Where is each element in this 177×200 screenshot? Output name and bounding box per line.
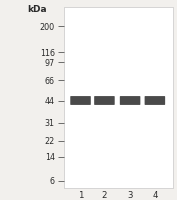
- FancyBboxPatch shape: [145, 97, 165, 105]
- Text: 22: 22: [45, 137, 55, 145]
- Text: 4: 4: [152, 190, 158, 199]
- Text: 66: 66: [45, 77, 55, 85]
- Text: 44: 44: [45, 97, 55, 105]
- FancyBboxPatch shape: [94, 97, 115, 105]
- Bar: [64, 8, 173, 188]
- Text: 200: 200: [40, 23, 55, 31]
- Text: 31: 31: [45, 119, 55, 127]
- Text: 116: 116: [40, 49, 55, 57]
- FancyBboxPatch shape: [70, 97, 91, 105]
- FancyBboxPatch shape: [120, 97, 140, 105]
- Text: 3: 3: [127, 190, 133, 199]
- Text: 2: 2: [102, 190, 107, 199]
- Text: 1: 1: [78, 190, 83, 199]
- Text: 6: 6: [50, 177, 55, 185]
- Text: 97: 97: [45, 59, 55, 67]
- Text: 14: 14: [45, 153, 55, 161]
- Text: kDa: kDa: [27, 5, 47, 14]
